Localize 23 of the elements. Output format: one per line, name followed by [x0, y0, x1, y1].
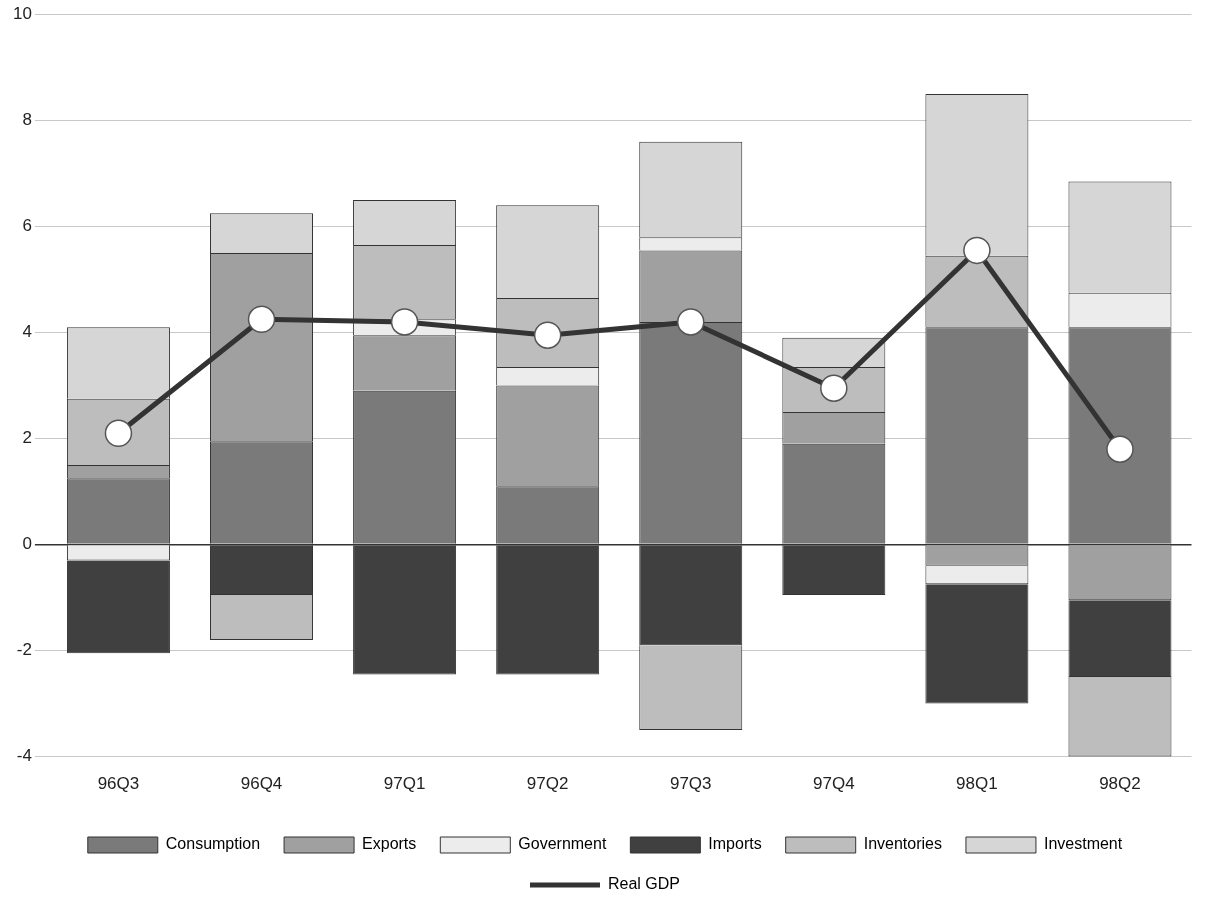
legend-label: Imports	[708, 835, 762, 853]
x-tick-label: 97Q2	[526, 774, 569, 794]
y-tick-label: 2	[22, 428, 32, 448]
x-tick-label: 96Q4	[240, 774, 283, 794]
x-tick-label: 98Q1	[956, 774, 998, 794]
legend-label: Exports	[362, 835, 417, 853]
legend-label: Real GDP	[607, 875, 681, 893]
y-tick-label: 6	[22, 216, 32, 236]
y-tick-label: 10	[12, 4, 32, 24]
legend-label: Consumption	[165, 835, 261, 853]
legend-label: Government	[518, 835, 607, 853]
y-tick-label: -2	[16, 640, 32, 660]
y-tick-label: 8	[22, 110, 32, 130]
x-tick-label: 97Q4	[813, 774, 855, 794]
x-tick-label: 97Q1	[383, 774, 426, 794]
x-tick-label: 96Q3	[97, 774, 140, 794]
x-tick-label: 98Q2	[1099, 774, 1141, 794]
y-tick-label: 4	[22, 322, 32, 342]
legend-label: Investment	[1043, 835, 1123, 853]
legend-label: Inventories	[863, 835, 942, 853]
y-tick-label: 0	[22, 534, 32, 554]
y-tick-label: -4	[16, 746, 32, 766]
x-tick-label: 97Q3	[669, 774, 712, 794]
